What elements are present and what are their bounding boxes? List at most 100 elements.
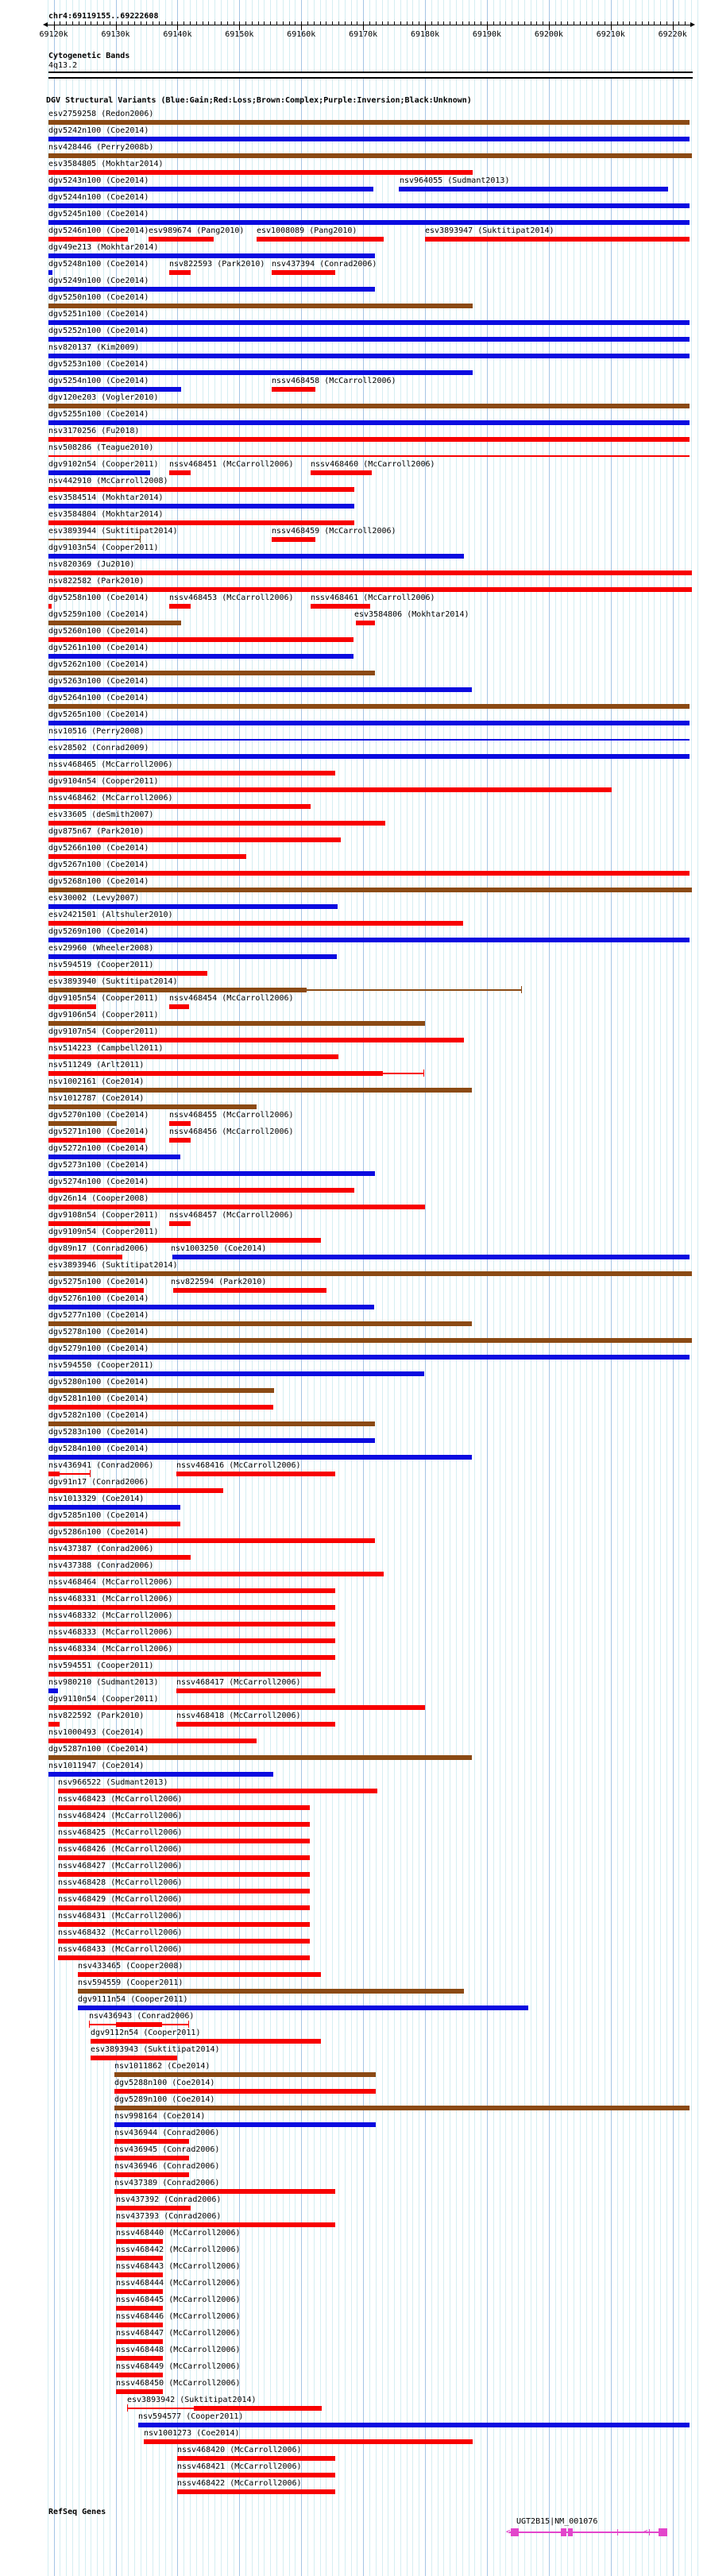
variant-label[interactable]: dgv5242n100 (Coe2014) bbox=[48, 126, 149, 135]
variant-label[interactable]: dgv49e213 (Mokhtar2014) bbox=[48, 243, 159, 252]
variant-label[interactable]: dgv5282n100 (Coe2014) bbox=[48, 1411, 149, 1420]
variant-bar[interactable] bbox=[48, 938, 690, 942]
variant-label[interactable]: dgv5288n100 (Coe2014) bbox=[114, 2079, 215, 2087]
variant-bar[interactable] bbox=[58, 1889, 310, 1893]
variant-label[interactable]: nsv1001273 (Coe2014) bbox=[144, 2429, 240, 2438]
variant-bar[interactable] bbox=[48, 821, 385, 826]
variant-bar[interactable] bbox=[48, 1555, 191, 1560]
variant-bar[interactable] bbox=[116, 2289, 163, 2294]
variant-label[interactable]: dgv5243n100 (Coe2014) bbox=[48, 176, 149, 185]
variant-label[interactable]: nsv966522 (Sudmant2013) bbox=[58, 1778, 168, 1787]
variant-bar[interactable] bbox=[173, 1288, 326, 1293]
variant-label[interactable]: nssv468332 (McCarroll2006) bbox=[48, 1611, 173, 1620]
variant-bar[interactable] bbox=[177, 2473, 335, 2477]
variant-label[interactable]: esv989674 (Pang2010) bbox=[149, 226, 245, 235]
variant-bar[interactable] bbox=[311, 604, 370, 609]
variant-bar[interactable] bbox=[48, 888, 692, 892]
variant-bar[interactable] bbox=[48, 1772, 273, 1777]
variant-label[interactable]: dgv5275n100 (Coe2014) bbox=[48, 1278, 149, 1286]
variant-label[interactable]: nsv437393 (Conrad2006) bbox=[116, 2212, 222, 2221]
variant-label[interactable]: nssv468433 (McCarroll2006) bbox=[58, 1945, 183, 1954]
variant-label[interactable]: dgv5267n100 (Coe2014) bbox=[48, 861, 149, 869]
variant-label[interactable]: nsv436946 (Conrad2006) bbox=[114, 2162, 220, 2171]
variant-bar[interactable] bbox=[48, 420, 690, 425]
variant-bar[interactable] bbox=[48, 1755, 472, 1760]
variant-bar[interactable] bbox=[116, 2272, 163, 2277]
variant-label[interactable]: nssv468465 (McCarroll2006) bbox=[48, 760, 173, 769]
variant-label[interactable]: dgv5250n100 (Coe2014) bbox=[48, 293, 149, 302]
variant-label[interactable]: dgv5280n100 (Coe2014) bbox=[48, 1378, 149, 1387]
variant-label[interactable]: esv29960 (Wheeler2008) bbox=[48, 944, 154, 953]
variant-bar[interactable] bbox=[48, 721, 690, 725]
variant-label[interactable]: nssv468458 (McCarroll2006) bbox=[272, 377, 396, 385]
variant-bar[interactable] bbox=[48, 220, 690, 225]
variant-label[interactable]: nsv820137 (Kim2009) bbox=[48, 343, 140, 352]
variant-label[interactable]: dgv5244n100 (Coe2014) bbox=[48, 193, 149, 202]
variant-label[interactable]: nsv822582 (Park2010) bbox=[48, 577, 145, 586]
variant-label[interactable]: dgv9109n54 (Cooper2011) bbox=[48, 1228, 159, 1236]
variant-bar[interactable] bbox=[48, 1071, 383, 1076]
variant-label[interactable]: dgv9102n54 (Cooper2011) bbox=[48, 460, 159, 469]
variant-label[interactable]: nsv436945 (Conrad2006) bbox=[114, 2145, 220, 2154]
variant-bar[interactable] bbox=[60, 1473, 90, 1475]
variant-bar[interactable] bbox=[48, 1371, 424, 1376]
variant-label[interactable]: nssv468453 (McCarroll2006) bbox=[169, 594, 294, 602]
variant-bar[interactable] bbox=[169, 470, 191, 475]
variant-label[interactable]: dgv5271n100 (Coe2014) bbox=[48, 1127, 149, 1136]
variant-bar[interactable] bbox=[48, 687, 472, 692]
variant-bar[interactable] bbox=[169, 1221, 191, 1226]
variant-label[interactable]: nsv594559 (Cooper2011) bbox=[78, 1978, 184, 1987]
variant-label[interactable]: dgv9107n54 (Cooper2011) bbox=[48, 1027, 159, 1036]
variant-bar[interactable] bbox=[116, 2356, 163, 2361]
variant-label[interactable]: nsv1011947 (Coe2014) bbox=[48, 1762, 145, 1770]
variant-label[interactable]: dgv5263n100 (Coe2014) bbox=[48, 677, 149, 686]
variant-bar[interactable] bbox=[116, 2022, 162, 2027]
variant-bar[interactable] bbox=[114, 2122, 376, 2127]
variant-bar[interactable] bbox=[48, 1238, 321, 1243]
variant-label[interactable]: esv3893940 (Suktitipat2014) bbox=[48, 977, 178, 986]
variant-label[interactable]: nsv964055 (Sudmant2013) bbox=[400, 176, 510, 185]
variant-label[interactable]: nssv468457 (McCarroll2006) bbox=[169, 1211, 294, 1220]
variant-label[interactable]: dgv5276n100 (Coe2014) bbox=[48, 1294, 149, 1303]
variant-label[interactable]: dgv9112n54 (Cooper2011) bbox=[91, 2029, 201, 2037]
variant-label[interactable]: dgv5264n100 (Coe2014) bbox=[48, 694, 149, 702]
variant-bar[interactable] bbox=[48, 137, 690, 141]
variant-bar[interactable] bbox=[176, 1688, 335, 1693]
variant-bar[interactable] bbox=[48, 1138, 145, 1143]
variant-label[interactable]: nsv1002161 (Coe2014) bbox=[48, 1077, 145, 1086]
variant-bar[interactable] bbox=[48, 320, 690, 325]
variant-label[interactable]: esv3893946 (Suktitipat2014) bbox=[48, 1261, 178, 1270]
variant-label[interactable]: nsv508286 (Teague2010) bbox=[48, 443, 154, 452]
variant-bar[interactable] bbox=[48, 504, 354, 509]
variant-label[interactable]: dgv5252n100 (Coe2014) bbox=[48, 327, 149, 335]
variant-label[interactable]: nsv594577 (Cooper2011) bbox=[138, 2412, 244, 2421]
variant-bar[interactable] bbox=[48, 1455, 472, 1460]
variant-label[interactable]: dgv5279n100 (Coe2014) bbox=[48, 1344, 149, 1353]
variant-bar[interactable] bbox=[169, 1121, 191, 1126]
variant-bar[interactable] bbox=[48, 571, 692, 575]
variant-label[interactable]: dgv9105n54 (Cooper2011) bbox=[48, 994, 159, 1003]
variant-bar[interactable] bbox=[116, 2373, 163, 2377]
variant-bar[interactable] bbox=[48, 1088, 472, 1093]
variant-bar[interactable] bbox=[399, 187, 668, 191]
variant-label[interactable]: dgv5287n100 (Coe2014) bbox=[48, 1745, 149, 1754]
variant-label[interactable]: nsv822594 (Park2010) bbox=[171, 1278, 267, 1286]
variant-bar[interactable] bbox=[48, 1505, 180, 1510]
variant-bar[interactable] bbox=[78, 2005, 528, 2010]
variant-label[interactable]: nssv468464 (McCarroll2006) bbox=[48, 1578, 173, 1587]
variant-label[interactable]: dgv89n17 (Conrad2006) bbox=[48, 1244, 149, 1253]
variant-label[interactable]: nsv998164 (Coe2014) bbox=[114, 2112, 206, 2121]
variant-label[interactable]: dgv5281n100 (Coe2014) bbox=[48, 1394, 149, 1403]
variant-label[interactable]: dgv5248n100 (Coe2014) bbox=[48, 260, 149, 269]
variant-bar[interactable] bbox=[48, 1388, 274, 1393]
variant-bar[interactable] bbox=[48, 904, 338, 909]
variant-label[interactable]: nsv511249 (Arlt2011) bbox=[48, 1061, 145, 1069]
variant-bar[interactable] bbox=[116, 2222, 335, 2227]
variant-label[interactable]: nsv1013329 (Coe2014) bbox=[48, 1495, 145, 1503]
variant-label[interactable]: nssv468459 (McCarroll2006) bbox=[272, 527, 396, 536]
variant-label[interactable]: dgv5254n100 (Coe2014) bbox=[48, 377, 149, 385]
variant-bar[interactable] bbox=[48, 520, 354, 525]
variant-bar[interactable] bbox=[48, 304, 473, 308]
variant-label[interactable]: nssv468447 (McCarroll2006) bbox=[116, 2329, 241, 2338]
variant-label[interactable]: nssv468334 (McCarroll2006) bbox=[48, 1645, 173, 1654]
